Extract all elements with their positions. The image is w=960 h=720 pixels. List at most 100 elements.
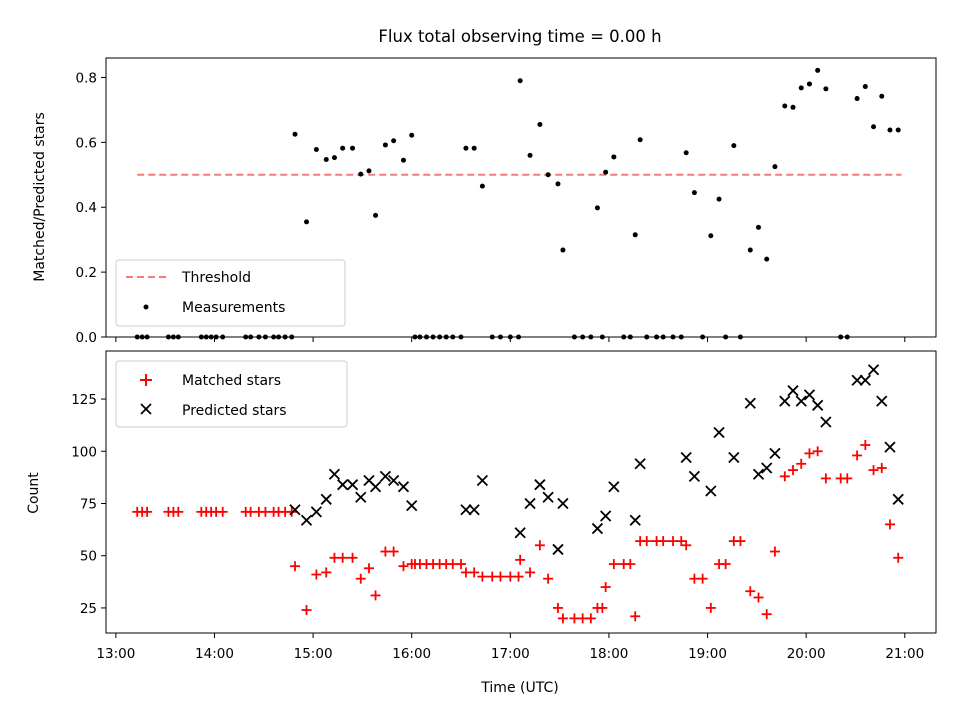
top-ytick-label: 0.4 (76, 200, 97, 216)
predicted-star-point (851, 374, 863, 386)
measurement-point (731, 143, 737, 149)
measurement-point (358, 171, 364, 177)
predicted-star-point (355, 491, 367, 503)
matched-star-point (597, 602, 608, 613)
measurement-point (471, 145, 477, 151)
predicted-star-point (524, 497, 536, 510)
matched-star-point (552, 602, 563, 613)
measurement-point (479, 183, 485, 189)
measurement-point (815, 67, 821, 73)
measurement-point (545, 172, 551, 178)
predicted-star-point (320, 493, 332, 505)
predicted-star-point (728, 451, 740, 464)
top-panel: 0.00.20.40.60.8 Matched/Predicted stars … (32, 57, 937, 346)
predicted-star-point (476, 474, 489, 487)
measurement-point (708, 233, 714, 239)
predicted-star-point (795, 395, 807, 407)
bottom-ytick-label: 75 (80, 496, 97, 512)
measurement-point (400, 157, 406, 163)
matched-star-point (681, 540, 692, 551)
measurement-point (871, 124, 877, 130)
measurement-point (537, 122, 543, 128)
predicted-star-point (761, 462, 773, 474)
measurement-point (806, 81, 812, 87)
predicted-star-point (346, 479, 359, 491)
measurement-point (854, 96, 860, 102)
matched-star-point (388, 546, 399, 557)
matched-star-point (705, 602, 716, 613)
top-ytick-label: 0.0 (76, 330, 97, 346)
matched-star-point (796, 458, 807, 469)
xtick-label: 14:00 (195, 646, 234, 662)
measurement-point (292, 131, 298, 137)
x-axis-label: Time (UTC) (480, 680, 558, 696)
matched-star-point (745, 586, 756, 597)
top-y-ticks: 0.0 0.2 0.4 0.6 0.8 (76, 70, 106, 346)
measurement-point (391, 138, 397, 144)
measurement-point (382, 142, 388, 148)
measurement-point (862, 84, 868, 90)
predicted-star-point (406, 499, 418, 512)
predicted-star-point (460, 504, 472, 516)
predicted-star-point (369, 481, 382, 493)
measurement-point (313, 146, 319, 152)
top-ytick-label: 0.8 (76, 70, 97, 86)
predicted-star-point (859, 374, 871, 386)
xtick-label: 16:00 (392, 646, 431, 662)
predicted-star-point (337, 479, 349, 491)
measurement-point (304, 219, 310, 225)
matched-star-point (720, 559, 731, 570)
predicted-star-point (812, 399, 824, 411)
matched-star-point (735, 536, 746, 547)
bottom-ytick-label: 125 (71, 392, 97, 408)
predicted-star-point (552, 543, 564, 556)
matched-star-point (804, 448, 815, 459)
measurement-point (603, 169, 609, 175)
matched-star-point (630, 611, 641, 622)
predicted-star-point (557, 497, 569, 510)
matched-star-point (363, 563, 374, 574)
matched-star-point (347, 552, 358, 563)
measurement-point (764, 256, 770, 262)
bottom-plot-frame (105, 350, 937, 634)
matched-star-point (868, 465, 879, 476)
predicted-star-point (787, 385, 799, 397)
matched-star-point (301, 605, 312, 616)
matched-star-point (779, 471, 790, 482)
matched-star-point (812, 446, 823, 457)
predicted-star-point (289, 504, 301, 516)
predicted-star-point (884, 441, 896, 453)
matched-star-point (753, 592, 764, 603)
predicted-star-point (379, 470, 392, 482)
legend-threshold-label: Threshold (181, 270, 251, 286)
measurement-point (747, 247, 753, 253)
bottom-ytick-label: 25 (80, 601, 97, 617)
measurement-point (331, 155, 337, 161)
measurement-point (683, 150, 689, 156)
predicted-star-point (744, 397, 756, 409)
bottom-y-axis-label: Count (26, 472, 42, 514)
matched-star-point (893, 552, 904, 563)
predicted-star-point (608, 481, 620, 493)
measurement-point (409, 132, 415, 138)
measurement-point (637, 137, 643, 143)
matched-star-point (658, 536, 669, 547)
matched-star-point (311, 569, 322, 580)
predicted-star-point (397, 481, 410, 493)
bottom-ytick-label: 50 (80, 549, 97, 565)
matched-star-point (469, 567, 480, 578)
predicted-star-point (705, 485, 717, 497)
measurement-point (691, 190, 697, 196)
predicted-star-point (514, 527, 526, 539)
xtick-label: 19:00 (688, 646, 727, 662)
predicted-star-point (688, 470, 701, 482)
matched-star-point (337, 552, 348, 563)
predicted-star-point (600, 510, 612, 522)
measurement-point (517, 78, 523, 84)
predicted-star-point (779, 395, 791, 407)
matched-star-point (398, 561, 409, 572)
top-y-axis-label: Matched/Predicted stars (32, 112, 48, 282)
measurement-point (772, 164, 778, 170)
matched-star-point (534, 540, 545, 551)
